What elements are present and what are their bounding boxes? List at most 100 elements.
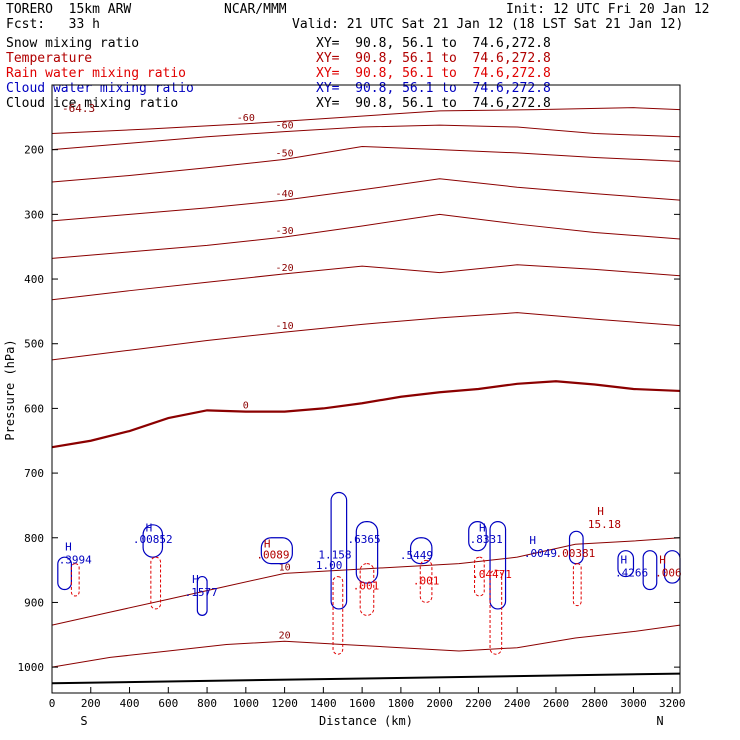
rain-contour — [70, 563, 80, 597]
temperature-contour — [51, 107, 681, 135]
x-tick-label: 1600 — [349, 697, 376, 710]
cloud-water-contour — [489, 520, 507, 610]
x-axis-label: Distance (km) — [319, 714, 413, 728]
field-rain-xy: XY= 90.8, 56.1 to 74.6,272.8 — [316, 66, 551, 81]
axis-layer: 0 200 400 600 800 1000 1200 1400 1600 1800 2000 220… — [18, 144, 686, 710]
x-tick-label: 2400 — [504, 697, 531, 710]
field-temperature-xy: XY= 90.8, 56.1 to 74.6,272.8 — [316, 51, 551, 66]
max-annotation: H — [192, 573, 199, 586]
cloud-water-contour — [196, 575, 208, 616]
contour-label: -60 — [237, 113, 255, 124]
max-annotation: H — [264, 537, 271, 550]
contour-label: -50 — [276, 148, 294, 159]
x-tick-label: 600 — [158, 697, 178, 710]
max-annotation: .4266 — [615, 567, 648, 580]
y-axis-label: Pressure (hPa) — [3, 339, 17, 440]
field-cloud-ice-xy: XY= 90.8, 56.1 to 74.6,272.8 — [316, 96, 551, 111]
x-tick-label: 1000 — [233, 697, 260, 710]
top-left-value: -64.3 — [62, 102, 95, 115]
contour-label: -10 — [276, 321, 294, 332]
field-rain-label: Rain water mixing ratio — [6, 66, 187, 81]
organization-label: NCAR/MMM — [224, 2, 287, 17]
max-annotation: .0089 — [256, 548, 289, 561]
max-annotation: .5449 — [400, 549, 433, 562]
cloud-water-contour — [260, 537, 293, 565]
y-tick-label: 900 — [24, 596, 44, 609]
y-tick-label: 500 — [24, 338, 44, 351]
contour-label: -60 — [276, 121, 294, 132]
field-snow-label: Snow mixing ratio — [6, 36, 140, 51]
cloud-water-contour — [142, 524, 164, 558]
y-tick-label: 700 — [24, 467, 44, 480]
max-annotation: .1577 — [185, 586, 218, 599]
max-annotation: H — [529, 534, 536, 547]
rain-contour — [489, 569, 503, 655]
north-label: N — [656, 714, 663, 728]
x-tick-label: 200 — [81, 697, 101, 710]
max-annotation: 1.158 — [318, 548, 351, 561]
temperature-contour — [51, 537, 681, 626]
x-tick-label: 2800 — [581, 697, 608, 710]
temperature-contour — [51, 178, 681, 222]
rain-contour — [419, 559, 433, 603]
y-tick-label: 200 — [24, 144, 44, 157]
temperature-contour — [51, 124, 681, 151]
max-annotation: H — [65, 541, 72, 554]
rain-contour — [572, 563, 582, 607]
plot-layer: -60-60-50-40-30-20-1001020H.3994H.00852H… — [51, 107, 682, 685]
max-annotation: .00381 — [555, 547, 595, 560]
cloud-water-contour — [330, 491, 348, 610]
y-tick-label: 400 — [24, 273, 44, 286]
rain-contour — [332, 576, 344, 655]
contour-label: 10 — [279, 562, 291, 573]
field-cloud-ice-label: Cloud ice mixing ratio — [6, 96, 179, 111]
temperature-contour — [51, 213, 681, 259]
surface-line — [51, 672, 681, 685]
max-annotation: H — [597, 505, 604, 518]
x-tick-label: 2600 — [543, 697, 570, 710]
max-annotation: H — [146, 521, 153, 534]
y-tick-label: 600 — [24, 402, 44, 415]
max-annotation: .00852 — [133, 533, 173, 546]
y-tick-label: 300 — [24, 208, 44, 221]
max-annotation: .001 — [413, 574, 440, 587]
rain-contour — [359, 563, 375, 616]
max-annotation: .001 — [353, 580, 380, 593]
cloud-water-contour — [355, 520, 379, 584]
cloud-water-contour — [642, 550, 658, 591]
max-annotation: H — [479, 521, 486, 534]
init-time: Init: 12 UTC Fri 20 Jan 12 — [506, 2, 710, 17]
south-label: S — [80, 714, 87, 728]
x-tick-label: 3000 — [620, 697, 647, 710]
contour-label: -20 — [276, 263, 294, 274]
max-annotation: .006 — [655, 567, 682, 580]
max-annotation: 1.00 — [316, 559, 343, 572]
contour-label: -30 — [276, 226, 294, 237]
max-annotation: .6365 — [347, 533, 380, 546]
x-tick-label: 1200 — [271, 697, 298, 710]
contour-label: 20 — [279, 630, 291, 641]
plot-frame — [51, 84, 681, 694]
x-tick-label: 400 — [120, 697, 140, 710]
max-annotation: H — [620, 554, 627, 567]
rain-contour — [150, 556, 162, 610]
x-tick-label: 800 — [197, 697, 217, 710]
max-annotation: .3994 — [59, 554, 92, 567]
forecast-hour: Fcst: 33 h — [6, 17, 100, 32]
x-tick-label: 1400 — [310, 697, 337, 710]
temperature-contour — [51, 312, 681, 361]
contour-label: -40 — [276, 189, 294, 200]
temperature-contour — [51, 264, 681, 301]
max-annotation: .8331 — [470, 533, 503, 546]
rain-contour — [474, 556, 485, 597]
y-tick-label: 800 — [24, 532, 44, 545]
max-annotation: H — [659, 554, 666, 567]
x-tick-label: 2000 — [426, 697, 453, 710]
cloud-water-contour — [468, 520, 487, 552]
valid-time: Valid: 21 UTC Sat 21 Jan 12 (18 LST Sat … — [292, 17, 684, 32]
cloud-water-contour — [617, 550, 635, 578]
x-tick-label: 2200 — [465, 697, 492, 710]
temperature-contour — [51, 145, 681, 183]
y-tick-label: 1000 — [18, 661, 45, 674]
